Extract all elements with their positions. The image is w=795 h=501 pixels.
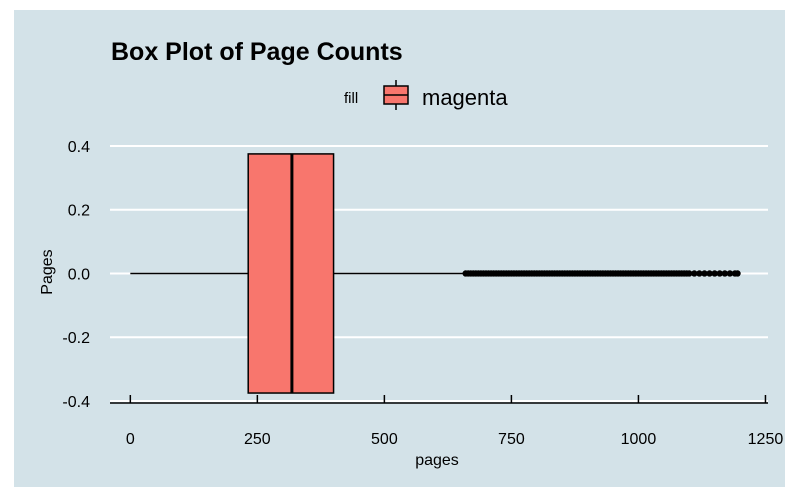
box-layer [130,153,464,394]
y-tick-label: -0.4 [62,394,90,411]
outlier-point [721,270,729,277]
y-tick-label: 0.4 [68,139,90,156]
y-tick-label: -0.2 [62,330,90,347]
outlier-point [696,270,703,277]
x-tick-label: 0 [126,431,135,448]
plot-background [14,10,785,487]
x-tick-label: 250 [244,431,271,448]
outlier-point [716,270,723,277]
outlier-points [462,270,741,277]
y-axis-title: Pages [39,249,56,294]
legend-key [383,80,409,110]
x-tick-label: 500 [371,431,398,448]
axes [110,395,768,404]
y-tick-label: 0.0 [68,266,90,283]
outlier-point [691,270,698,277]
legend: fill magenta [344,80,508,110]
tick-labels: 0.4 0.2 0.0 -0.2 -0.4 0 250 500 750 1000 1250 [62,139,783,448]
legend-entry-magenta: magenta [422,85,508,110]
outlier-point [734,270,741,277]
legend-title: fill [344,90,358,107]
x-axis-title: pages [415,452,459,469]
y-tick-label: 0.2 [68,203,90,220]
outlier-point [686,270,693,277]
outlier-point [726,270,734,277]
chart-title: Box Plot of Page Counts [111,38,403,66]
outlier-point [711,270,718,277]
x-tick-label: 750 [498,431,525,448]
outlier-point [706,270,713,277]
outlier-point [701,270,708,277]
x-tick-label: 1000 [621,431,657,448]
x-tick-label: 1250 [748,431,784,448]
